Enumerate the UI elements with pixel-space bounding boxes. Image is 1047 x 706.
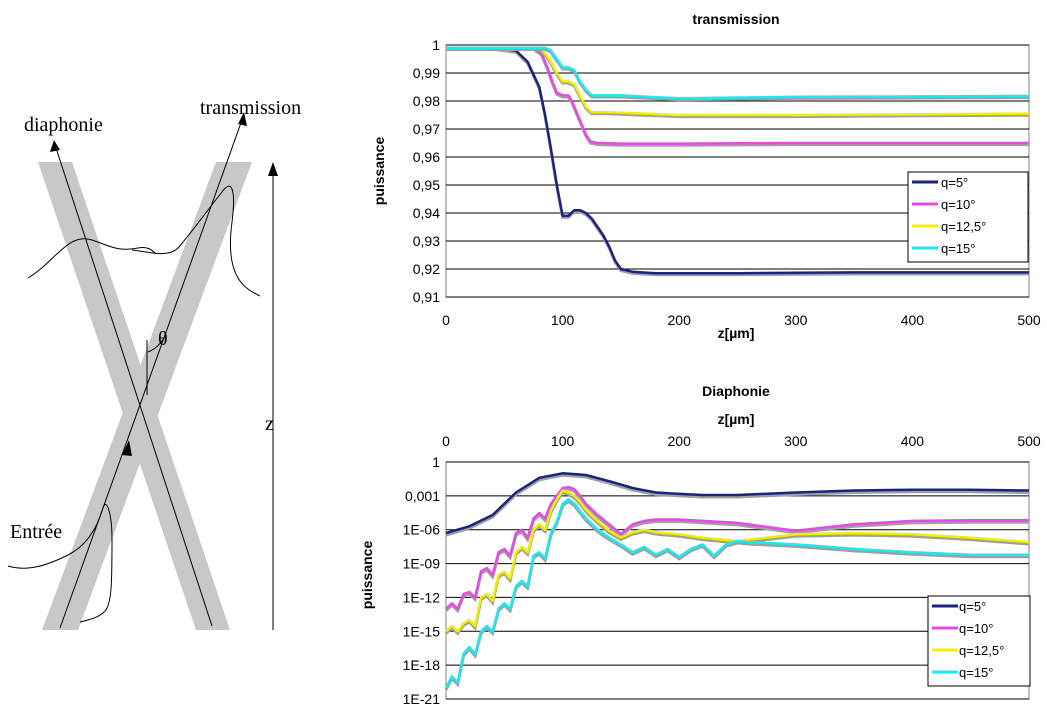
y-tick-label: 0,95: [413, 177, 440, 193]
y-tick-label: 1E-21: [403, 691, 441, 706]
angle-arc: [147, 337, 165, 353]
y-tick-label: 0,93: [413, 233, 440, 249]
legend-entry: q=15°: [959, 665, 993, 680]
y-tick-label: 1: [432, 37, 440, 53]
transmission-chart: transmission 1 0,99 0,98 0,97 0,96 0,95 …: [371, 11, 1041, 341]
z-label: z: [265, 413, 274, 435]
transmission-y-axis-label: puissance: [371, 137, 387, 206]
y-tick-label: 1E-12: [403, 589, 441, 605]
x-tick-label: 100: [551, 433, 575, 449]
transmission-series: [446, 46, 1030, 277]
transmission-axis-line: [59, 119, 243, 629]
series-shadow-line: [444, 499, 1029, 691]
transmission-chart-title: transmission: [692, 11, 779, 27]
diaphonie-x-ticks: 0 100 200 300 400 500: [442, 433, 1041, 449]
diaphonie-arrow-head: [50, 140, 60, 152]
y-tick-label: 0,98: [413, 93, 440, 109]
waveguide-right-to-left: [42, 162, 252, 630]
y-tick-label: 0,91: [413, 289, 440, 305]
x-tick-label: 0: [442, 312, 450, 328]
series-line-2: [445, 489, 1030, 633]
z-axis-arrow-head: [268, 162, 278, 176]
transmission-legend: q=5° q=10° q=12,5° q=15°: [907, 171, 1029, 263]
transmission-label: transmission: [200, 97, 301, 119]
x-tick-label: 200: [668, 312, 692, 328]
y-tick-label: 0,97: [413, 121, 440, 137]
series-line-1: [446, 46, 1029, 145]
series-line-0: [445, 472, 1030, 535]
legend-entry: q=15°: [941, 241, 975, 256]
legend-entry: q=10°: [959, 621, 993, 636]
x-tick-label: 300: [784, 433, 808, 449]
diaphonie-y-ticks: 1 0,001 1E-06 1E-09 1E-12 1E-15 1E-18 1E…: [403, 454, 441, 706]
series-line-3: [444, 498, 1029, 689]
x-tick-label: 300: [784, 312, 808, 328]
x-tick-label: 0: [442, 433, 450, 449]
x-tick-label: 500: [1017, 433, 1041, 449]
transmission-x-axis-label: z[µm]: [718, 325, 755, 341]
series-line-0: [446, 46, 1029, 275]
input-mode-profile: [7, 503, 113, 623]
y-tick-label: 1E-09: [403, 556, 441, 572]
crosstalk-mode-profile: [27, 238, 157, 279]
y-tick-label: 1E-18: [403, 657, 441, 673]
y-tick-label: 0,001: [405, 488, 440, 504]
x-tick-label: 200: [668, 433, 692, 449]
legend-entry: q=12,5°: [959, 643, 1004, 658]
diaphonie-chart-title: Diaphonie: [702, 383, 770, 399]
diaphonie-y-axis-label: puissance: [359, 541, 375, 610]
diaphonie-series: [444, 472, 1030, 691]
diaphonie-axis-line: [55, 147, 213, 627]
series-line-2: [446, 46, 1030, 117]
y-tick-label: 0,94: [413, 205, 440, 221]
input-arrow-head: [122, 440, 132, 456]
x-tick-label: 400: [901, 433, 925, 449]
series-line-3: [446, 46, 1030, 100]
diaphonie-x-axis-label: z[µm]: [718, 411, 755, 427]
legend-entry: q=12,5°: [941, 219, 986, 234]
transmission-mode-profile: [131, 185, 261, 297]
transmission-x-ticks: 0 100 200 300 400 500: [442, 312, 1041, 328]
theta-label: θ: [158, 328, 168, 350]
y-tick-label: 0,96: [413, 149, 440, 165]
y-tick-label: 1: [432, 454, 440, 470]
legend-entry: q=5°: [941, 175, 968, 190]
y-tick-label: 1E-06: [403, 522, 441, 538]
legend-entry: q=10°: [941, 197, 975, 212]
diaphonie-chart: Diaphonie z[µm] 1 0,001 1E-06 1E-09 1E-1…: [359, 383, 1041, 706]
x-tick-label: 500: [1017, 312, 1041, 328]
legend-entry: q=5°: [959, 599, 986, 614]
entree-label: Entrée: [10, 521, 62, 543]
transmission-y-ticks: 1 0,99 0,98 0,97 0,96 0,95 0,94 0,93 0,9…: [413, 37, 440, 305]
crossing-waveguide-diagram: diaphonie transmission θ z Entrée: [7, 97, 301, 630]
y-tick-label: 0,92: [413, 261, 440, 277]
transmission-arrow-head: [238, 112, 247, 126]
diaphonie-legend: q=5° q=10° q=12,5° q=15°: [927, 595, 1031, 687]
series-line-1: [445, 485, 1029, 610]
series-shadow-line: [445, 473, 1030, 537]
diaphonie-label: diaphonie: [24, 114, 103, 136]
y-tick-label: 0,99: [413, 65, 440, 81]
x-tick-label: 100: [551, 312, 575, 328]
x-tick-label: 400: [901, 312, 925, 328]
y-tick-label: 1E-15: [403, 623, 441, 639]
